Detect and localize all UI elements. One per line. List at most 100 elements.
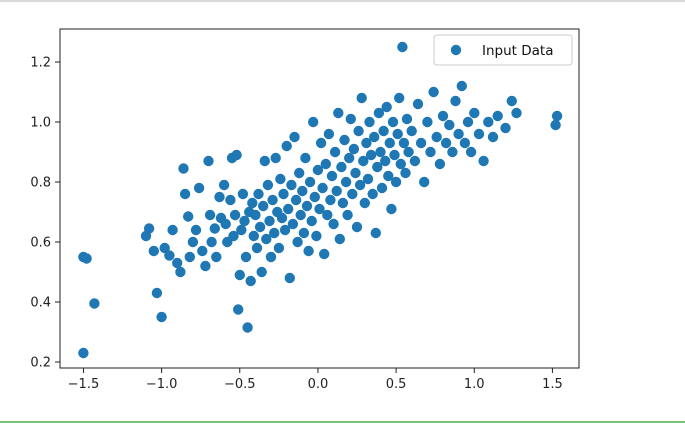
data-point [211, 251, 222, 263]
data-point [361, 137, 372, 149]
data-point [415, 137, 427, 149]
data-point [247, 197, 258, 209]
data-point [344, 152, 355, 164]
data-point [422, 116, 433, 128]
data-point [304, 176, 316, 188]
data-point [373, 107, 385, 119]
data-point [506, 95, 517, 107]
y-axis: 0.2 0.4 0.6 0.8 1.0 1.2 [30, 56, 60, 371]
bottom-divider [0, 421, 685, 423]
y-tick-label: 1.2 [30, 56, 51, 71]
data-point [419, 176, 430, 188]
data-point [233, 304, 244, 315]
data-point [359, 197, 370, 209]
data-point [369, 131, 380, 143]
data-point [389, 149, 400, 161]
data-point [269, 227, 280, 239]
data-point [204, 209, 216, 221]
data-point [358, 155, 369, 167]
data-point [265, 251, 277, 263]
legend: Input Data [433, 34, 573, 66]
data-point [270, 152, 281, 164]
data-point [311, 230, 322, 242]
data-point [295, 209, 306, 221]
data-point [267, 194, 278, 206]
data-point [351, 221, 363, 233]
legend-marker [450, 44, 462, 56]
data-point [376, 182, 388, 194]
data-point [251, 242, 263, 254]
data-point [320, 158, 331, 170]
y-tick-label: 1.0 [30, 116, 51, 131]
data-point [354, 179, 366, 191]
data-point [392, 128, 403, 140]
data-point [234, 269, 245, 281]
data-point [395, 158, 406, 170]
data-point [319, 248, 330, 260]
y-tick-label: 0.8 [30, 176, 51, 191]
data-point [326, 170, 338, 182]
data-point [81, 253, 92, 264]
data-point [383, 170, 394, 182]
data-point [315, 137, 327, 149]
data-point [387, 116, 399, 128]
y-tick-label: 0.2 [30, 356, 51, 371]
x-tick-label: −0.5 [224, 377, 256, 392]
data-point [206, 236, 217, 248]
data-point [409, 155, 421, 167]
data-point [286, 179, 297, 191]
data-point [362, 173, 374, 185]
data-point [231, 149, 242, 161]
data-point [275, 173, 286, 185]
x-axis: −1.5 −1.0 −0.5 0.0 0.5 1.0 1.5 [68, 368, 563, 392]
data-point [220, 218, 231, 230]
data-point [184, 251, 195, 263]
data-point [259, 155, 270, 167]
data-point [473, 128, 485, 140]
data-point [200, 260, 211, 272]
data-point [240, 251, 252, 263]
data-point [151, 287, 163, 299]
data-point [197, 245, 208, 257]
data-point [347, 188, 358, 200]
y-tick-label: 0.4 [30, 296, 51, 311]
data-point [447, 146, 458, 158]
data-point [187, 236, 199, 248]
data-point [450, 95, 461, 107]
x-tick-label: 1.0 [464, 377, 485, 392]
data-point [225, 194, 236, 206]
data-point [264, 215, 275, 227]
data-point [511, 107, 522, 119]
data-point [328, 218, 339, 230]
data-point [276, 212, 288, 224]
data-point [289, 131, 300, 143]
data-point [384, 137, 395, 149]
data-point [333, 107, 344, 119]
data-point [356, 92, 367, 104]
data-point [365, 149, 377, 161]
data-point [262, 179, 274, 191]
data-point [398, 137, 410, 149]
x-tick-label: 0.0 [308, 377, 329, 392]
data-point [193, 182, 205, 194]
data-point [406, 125, 417, 137]
data-point [209, 223, 220, 234]
data-points [78, 41, 563, 359]
data-point [551, 110, 563, 122]
data-point [294, 167, 305, 179]
data-point [183, 211, 194, 222]
data-point [325, 194, 336, 206]
data-point [308, 116, 319, 128]
y-tick-label: 0.6 [30, 236, 51, 251]
data-point [279, 224, 291, 236]
data-point [306, 215, 317, 227]
data-point [261, 233, 272, 245]
legend-label: Input Data [482, 43, 553, 59]
data-point [336, 161, 347, 173]
data-point [323, 128, 335, 140]
data-point [218, 179, 230, 191]
data-point [401, 113, 413, 125]
data-point [292, 236, 303, 248]
data-point [367, 188, 378, 200]
data-point [245, 275, 256, 287]
